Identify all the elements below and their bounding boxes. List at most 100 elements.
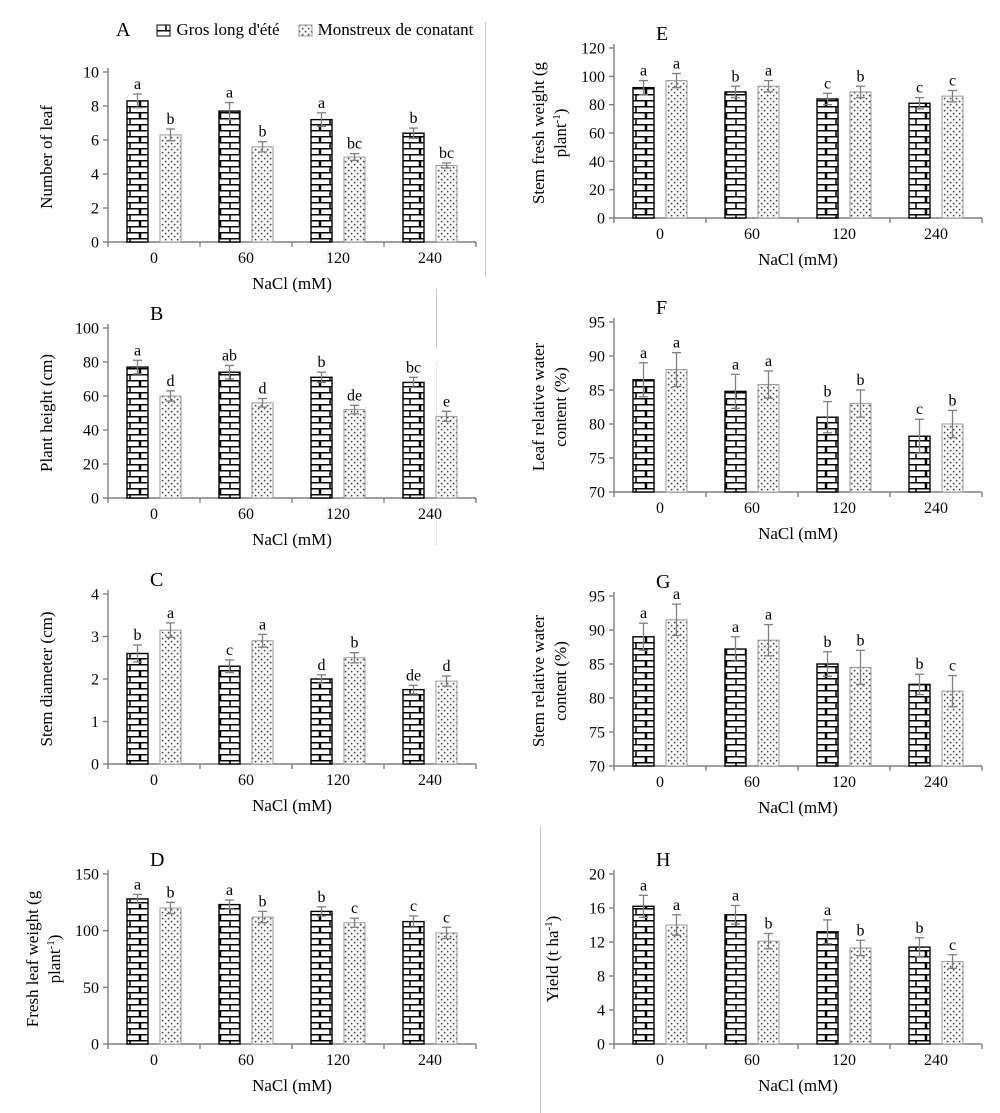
x-category-label: 0 <box>656 1052 664 1069</box>
bar-series-1 <box>816 931 839 1045</box>
sig-letter: b <box>259 124 267 141</box>
sig-letter: a <box>765 353 772 370</box>
error-bar <box>350 404 359 415</box>
bar-chart-f: F 70 75 80 85 90 95 0 a a 60 a a 120 b b 240 c b NaCl (mM) L… <box>529 297 983 543</box>
x-axis-title: NaCl (mM) <box>252 796 332 815</box>
sig-letter: c <box>949 937 956 954</box>
bar-series-1 <box>126 898 149 1045</box>
y-axis-title: content (%) <box>551 367 570 447</box>
sig-letter: b <box>916 920 924 937</box>
y-tick-label: 80 <box>589 691 605 708</box>
error-bar <box>258 397 267 408</box>
sig-letter: b <box>167 884 175 901</box>
error-bar <box>639 362 648 398</box>
sig-letter: b <box>351 635 359 652</box>
sig-letter: b <box>167 111 175 128</box>
x-category-label: 60 <box>744 500 760 517</box>
divider-line <box>540 826 541 1113</box>
bar-series-2 <box>941 95 964 219</box>
bar-series-1 <box>126 366 149 499</box>
bar-series-2 <box>435 680 458 765</box>
bar-series-2 <box>251 640 274 765</box>
y-tick-label: 6 <box>91 133 99 150</box>
sig-letter: d <box>318 657 326 674</box>
error-bar <box>409 127 418 139</box>
error-bar <box>409 915 418 928</box>
x-category-label: 240 <box>924 226 948 243</box>
y-tick-label: 12 <box>589 935 605 952</box>
sig-letter: a <box>167 605 174 622</box>
x-category-label: 240 <box>418 250 442 267</box>
bar-series-1 <box>218 110 241 243</box>
bar-chart-e: E 0 20 40 60 80 100 120 0 a a 60 b a 120 c b 240 c c NaCl (m… <box>529 23 983 269</box>
bar-series-2 <box>343 922 366 1045</box>
sig-letter: c <box>351 900 358 917</box>
x-axis-title: NaCl (mM) <box>758 1076 838 1095</box>
sig-letter: b <box>318 354 326 371</box>
error-bar <box>350 152 359 162</box>
error-bar <box>915 96 924 110</box>
error-bar <box>764 932 773 950</box>
error-bar <box>672 72 681 89</box>
y-tick-label: 120 <box>581 41 605 58</box>
bar-series-1 <box>402 920 425 1045</box>
y-tick-label: 2 <box>91 201 99 218</box>
y-tick-label: 75 <box>589 725 605 742</box>
sig-letter: a <box>765 607 772 624</box>
x-category-label: 0 <box>150 506 158 523</box>
error-bar <box>764 623 773 657</box>
y-tick-label: 0 <box>91 235 99 252</box>
chart-panel-c: C 0 1 2 3 4 0 b a 60 c a 120 d b 240 de d NaCl (mM) Stem di… <box>20 568 498 820</box>
y-tick-label: 100 <box>581 69 605 86</box>
y-tick-label: 0 <box>597 211 605 228</box>
error-bar <box>823 651 832 677</box>
y-tick-label: 16 <box>589 901 605 918</box>
sig-letter: a <box>732 619 739 636</box>
legend: A Gros long d'été Monstreux de conatant <box>116 14 498 46</box>
sig-letter: a <box>673 897 680 914</box>
error-bar <box>258 141 267 153</box>
sig-letter: b <box>857 68 865 85</box>
y-axis-title: Plant height (cm) <box>37 354 56 472</box>
error-bar <box>639 622 648 652</box>
sig-letter: c <box>949 73 956 90</box>
sig-letter: ab <box>222 347 237 364</box>
bar-series-2 <box>665 80 688 219</box>
error-bar <box>442 162 451 169</box>
error-bar <box>731 636 740 662</box>
sig-letter: c <box>824 75 831 92</box>
bar-series-2 <box>435 415 458 499</box>
bar-series-1 <box>218 665 241 765</box>
bar-series-2 <box>665 619 688 767</box>
error-bar <box>133 359 142 375</box>
x-category-label: 0 <box>150 250 158 267</box>
error-bar <box>317 112 326 128</box>
sig-letter: a <box>673 586 680 603</box>
bar-chart-b: B 0 20 40 60 80 100 0 a d 60 ab d 120 b de 240 bc e NaCl (m… <box>37 303 477 549</box>
bar-series-2 <box>159 395 182 499</box>
bar-series-1 <box>724 648 747 767</box>
y-tick-label: 8 <box>597 969 605 986</box>
error-bar <box>672 914 681 936</box>
error-bar <box>856 649 865 686</box>
x-axis-title: NaCl (mM) <box>252 1076 332 1095</box>
y-tick-label: 8 <box>91 99 99 116</box>
bar-series-1 <box>724 91 747 219</box>
sig-letter: b <box>732 68 740 85</box>
y-tick-label: 95 <box>589 589 605 606</box>
x-axis-title: NaCl (mM) <box>758 250 838 269</box>
y-axis-title: Yield (t ha-1) <box>543 916 562 1003</box>
error-bar <box>133 893 142 905</box>
error-bar <box>409 376 418 389</box>
x-axis-title: NaCl (mM) <box>252 274 332 293</box>
y-axis-title: Stem fresh weight (g <box>529 61 548 204</box>
y-tick-label: 95 <box>589 315 605 332</box>
error-bar <box>442 675 451 687</box>
bar-series-2 <box>757 940 780 1045</box>
panel-label-a: A <box>116 18 131 41</box>
error-bar <box>915 937 924 958</box>
y-tick-label: 20 <box>589 867 605 884</box>
error-bar <box>350 917 359 928</box>
bar-chart-d: D 0 50 100 150 0 a b 60 a b 120 b c 240 c c NaCl (mM) Fres… <box>23 849 477 1095</box>
error-bar <box>350 652 359 664</box>
